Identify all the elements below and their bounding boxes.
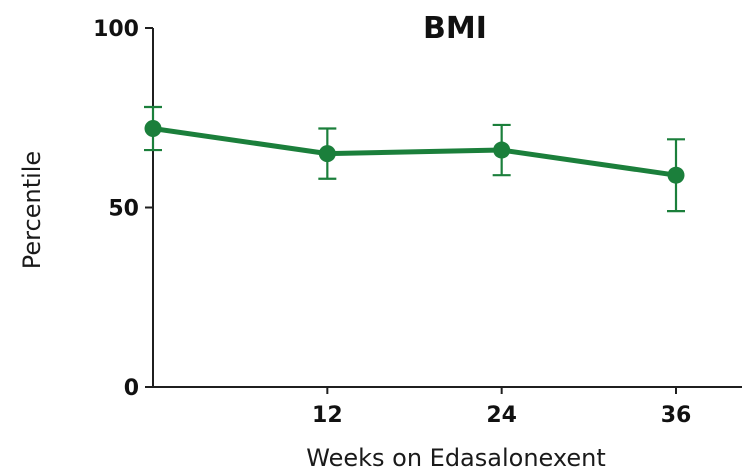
y-tick-label: 50 (108, 197, 139, 222)
data-point (667, 166, 685, 184)
y-tick-label: 0 (124, 376, 139, 401)
y-axis-label: Percentile (18, 151, 46, 269)
x-tick-label: 36 (661, 403, 692, 428)
axes (152, 28, 742, 388)
y-ticks: 0 50 100 (93, 17, 153, 401)
chart-title: BMI (423, 11, 487, 46)
x-tick-label: 12 (312, 403, 343, 428)
data-point (318, 145, 336, 163)
y-tick-label: 100 (93, 17, 139, 42)
x-ticks: 12 24 36 (312, 387, 691, 428)
data-point (144, 120, 162, 138)
series-layer (144, 105, 685, 213)
data-point (493, 141, 511, 159)
series-line (150, 126, 679, 178)
series (144, 105, 685, 213)
x-tick-label: 24 (486, 403, 517, 428)
x-axis-label: Weeks on Edasalonexent (306, 444, 605, 472)
